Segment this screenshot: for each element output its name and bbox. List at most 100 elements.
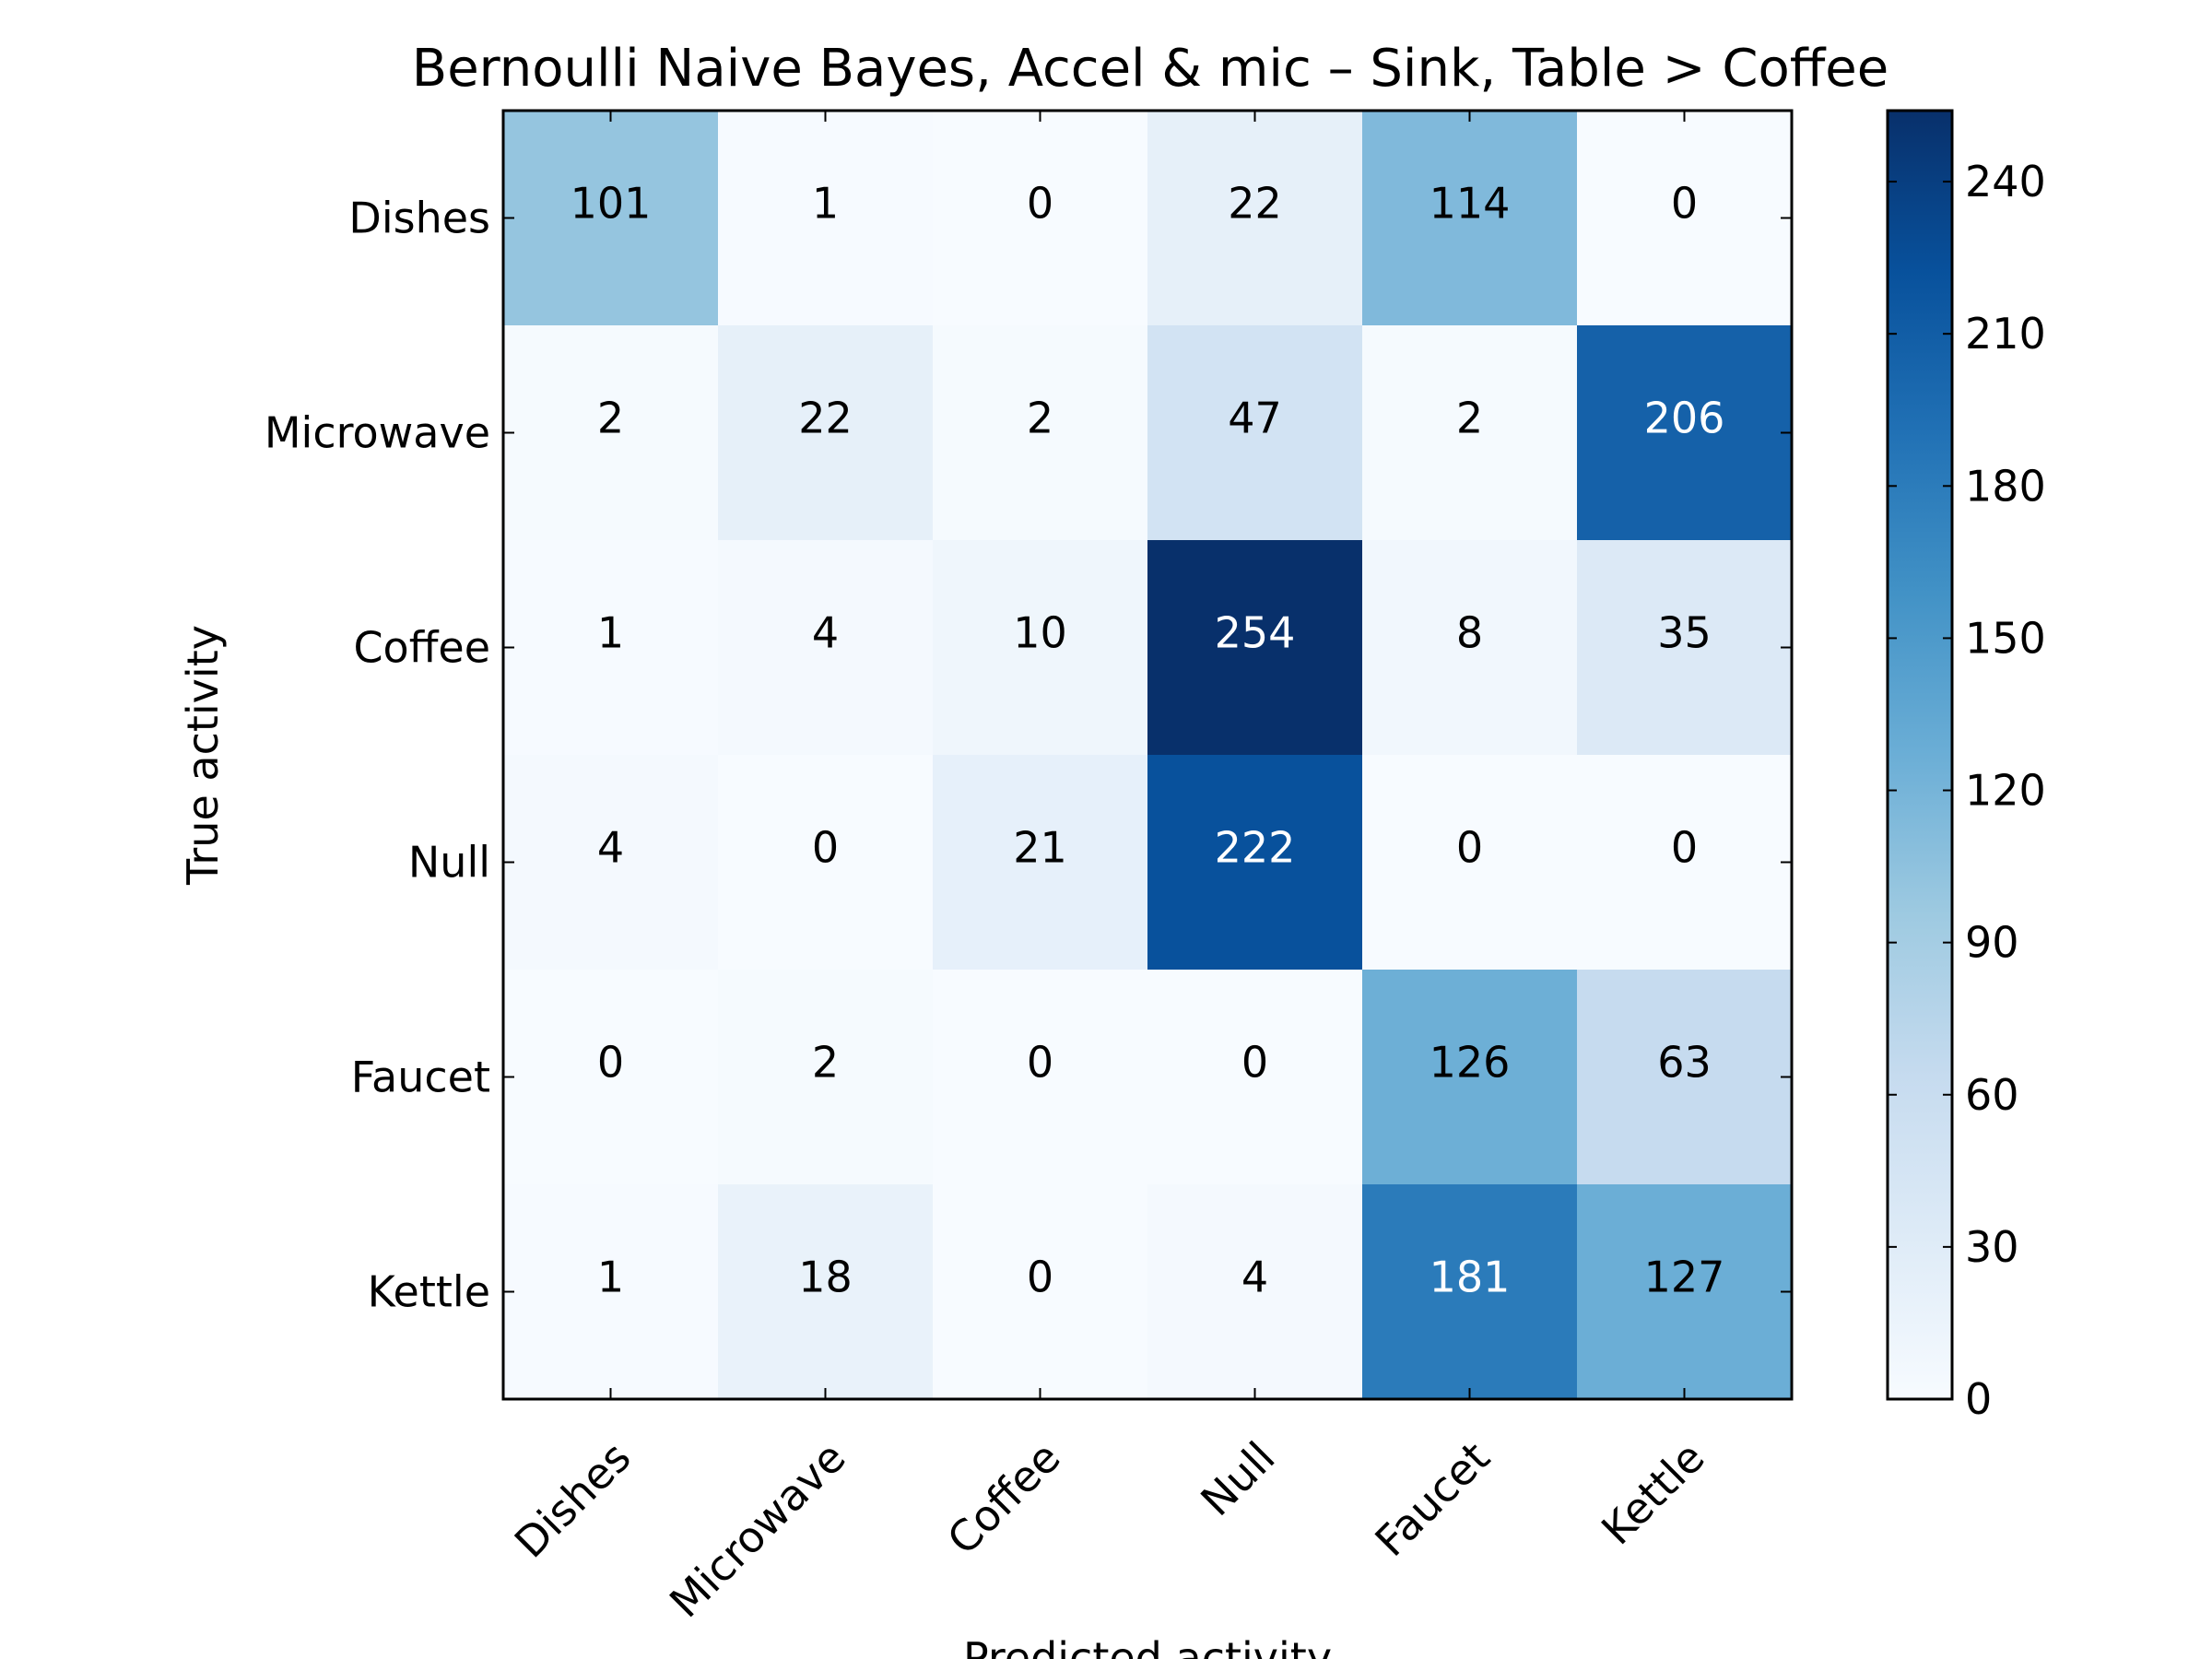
heatmap-cell [1362, 970, 1578, 1185]
cell-value-label: 114 [1430, 179, 1511, 229]
cell-value-label: 21 [1013, 823, 1067, 873]
heatmap-cell [1362, 1184, 1578, 1400]
cell-value-label: 4 [1241, 1253, 1268, 1302]
y-axis-label: True activity [178, 625, 228, 886]
cell-value-label: 63 [1657, 1038, 1712, 1088]
heatmap-cell [1577, 1184, 1793, 1400]
heatmap-cell [718, 970, 934, 1185]
plot-frame [501, 109, 1794, 1401]
cell-value-label: 2 [597, 394, 624, 443]
heatmap-cell [1577, 970, 1793, 1185]
heatmap-cell [933, 755, 1148, 971]
cell-value-label: 0 [1027, 1253, 1053, 1302]
colorbar-tick-label: 120 [1965, 766, 2046, 816]
cell-value-label: 126 [1430, 1038, 1511, 1088]
heatmap-cell [933, 325, 1148, 541]
heatmap-cell [1577, 325, 1793, 541]
cell-value-label: 1 [812, 179, 839, 229]
heatmap-cell [718, 325, 934, 541]
x-tick-label: Faucet [1365, 1432, 1499, 1566]
cell-value-label: 2 [812, 1038, 839, 1088]
x-tick-label: Coffee [937, 1432, 1069, 1564]
heatmap-cell [933, 970, 1148, 1185]
heatmap-cell [1147, 111, 1363, 326]
cell-value-label: 35 [1657, 608, 1712, 658]
cell-value-label: 0 [597, 1038, 624, 1088]
heatmap-cell [1362, 540, 1578, 756]
x-tick-label: Microwave [660, 1432, 855, 1628]
heatmap-cell [933, 111, 1148, 326]
chart-title: Bernoulli Naive Bayes, Accel & mic – Sin… [412, 39, 1888, 99]
colorbar-gradient [1888, 111, 1952, 1399]
cell-value-label: 22 [1228, 179, 1282, 229]
heatmap-cell [933, 1184, 1148, 1400]
colorbar-tick-label: 90 [1965, 918, 2019, 968]
cell-value-label: 1 [597, 608, 624, 658]
x-tick-label: Dishes [505, 1432, 641, 1568]
heatmap-cell [1147, 325, 1363, 541]
cell-value-label: 0 [1241, 1038, 1268, 1088]
cell-value-label: 4 [812, 608, 839, 658]
x-axis-label: Predicted activity [963, 1633, 1332, 1659]
y-tick-label: Microwave [265, 408, 490, 458]
cell-value-label: 254 [1215, 608, 1296, 658]
heatmap-cell [1147, 1184, 1363, 1400]
cell-value-label: 0 [812, 823, 839, 873]
heatmap-cell [1147, 540, 1363, 756]
heatmap-cell [718, 111, 934, 326]
heatmap-cell [503, 325, 719, 541]
heatmap-cell [1362, 111, 1578, 326]
cell-value-label: 1 [597, 1253, 624, 1302]
heatmap-cell [1362, 325, 1578, 541]
heatmap-cell [1577, 111, 1793, 326]
cell-value-label: 47 [1228, 394, 1282, 443]
cell-value-label: 0 [1456, 823, 1483, 873]
cell-value-label: 4 [597, 823, 624, 873]
colorbar-tick-label: 60 [1965, 1070, 2019, 1120]
cell-value-label: 181 [1430, 1253, 1511, 1302]
heatmap-cell [718, 755, 934, 971]
cell-value-label: 222 [1215, 823, 1296, 873]
heatmap-cell [933, 540, 1148, 756]
colorbar-tick-label: 0 [1965, 1374, 1992, 1424]
y-tick-label: Null [408, 838, 490, 888]
colorbar-frame [1886, 109, 1954, 1401]
y-tick-label: Dishes [348, 194, 490, 243]
heatmap-cell [503, 970, 719, 1185]
colorbar-tick-label: 30 [1965, 1222, 2019, 1272]
cell-value-label: 10 [1013, 608, 1067, 658]
colorbar-tick-label: 180 [1965, 461, 2046, 511]
cell-value-label: 18 [798, 1253, 853, 1302]
cell-value-label: 0 [1671, 823, 1698, 873]
heatmap-cell [1147, 755, 1363, 971]
heatmap-cell [503, 1184, 719, 1400]
colorbar: 0 30 60 90 120 150 180 210 240 [1886, 109, 2046, 1424]
y-tick-label: Faucet [351, 1053, 490, 1102]
x-tick-label: Kettle [1592, 1432, 1713, 1554]
cell-value-label: 127 [1644, 1253, 1725, 1302]
cell-value-label: 8 [1456, 608, 1483, 658]
heatmap-cell [1577, 755, 1793, 971]
cell-value-label: 101 [571, 179, 652, 229]
heatmap-cell [503, 755, 719, 971]
cell-value-label: 0 [1671, 179, 1698, 229]
cell-value-label: 0 [1027, 179, 1053, 229]
heatmap-cell [718, 540, 934, 756]
cell-value-label: 0 [1027, 1038, 1053, 1088]
cell-value-label: 206 [1644, 394, 1725, 443]
colorbar-tick-label: 150 [1965, 613, 2046, 663]
cell-value-label: 22 [798, 394, 853, 443]
heatmap-cell [503, 111, 719, 326]
y-tick-label: Coffee [353, 623, 490, 673]
heatmap-cell [718, 1184, 934, 1400]
heatmap-cell [503, 540, 719, 756]
heatmap-cell [1362, 755, 1578, 971]
y-tick-label: Kettle [368, 1267, 490, 1317]
colorbar-tick-label: 240 [1965, 157, 2046, 206]
heatmap-cell [1577, 540, 1793, 756]
x-tick-label: Null [1191, 1432, 1284, 1525]
cell-value-label: 2 [1456, 394, 1483, 443]
cell-value-label: 2 [1027, 394, 1053, 443]
